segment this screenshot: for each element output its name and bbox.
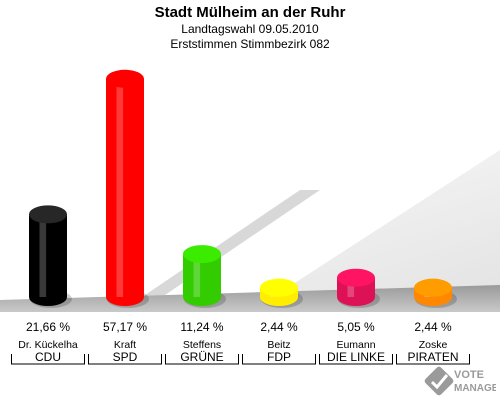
value-label: 11,24 % <box>180 320 223 334</box>
bar-spd <box>106 69 149 308</box>
bar-top <box>414 278 452 297</box>
candidate-label: Dr. Kückelha <box>18 339 78 351</box>
bar-highlight <box>347 277 355 297</box>
bar-highlight <box>116 78 124 297</box>
bar-highlight <box>193 254 201 297</box>
value-label: 57,17 % <box>103 320 147 334</box>
bar-gr-ne <box>183 245 226 308</box>
bar-body <box>29 214 67 306</box>
candidate-label: Zoske <box>419 339 448 351</box>
party-label: FDP <box>267 350 291 364</box>
party-label: PIRATEN <box>407 350 458 364</box>
bar-top <box>29 205 67 224</box>
bar-top <box>183 245 221 264</box>
party-underline <box>165 354 239 365</box>
party-label: GRÜNE <box>180 350 223 364</box>
value-label: 2,44 % <box>260 320 298 334</box>
party-underline <box>242 354 316 365</box>
bar-piraten <box>414 278 457 308</box>
bar-highlight <box>39 214 47 297</box>
chart-subtitle-2: Erststimmen Stimmbezirk 082 <box>170 37 330 51</box>
party-underline <box>88 354 162 365</box>
bar-top <box>106 69 144 88</box>
bar-top <box>260 278 298 297</box>
bar-die-linke <box>337 268 380 308</box>
party-underline <box>396 354 470 365</box>
chart-subtitle: Landtagswahl 09.05.2010 <box>181 22 319 36</box>
party-underline <box>319 354 393 365</box>
candidate-label: Kraft <box>114 339 136 351</box>
bar-top <box>337 268 375 287</box>
candidate-label: Steffens <box>183 339 221 351</box>
svg-text:VOTE: VOTE <box>454 369 484 381</box>
party-label: SPD <box>113 350 138 364</box>
candidate-label: Beitz <box>267 339 290 351</box>
party-label: DIE LINKE <box>327 350 385 364</box>
bars <box>29 69 457 308</box>
value-label: 21,66 % <box>26 320 70 334</box>
chart-title: Stadt Mülheim an der Ruhr <box>154 4 346 21</box>
party-label: CDU <box>35 350 61 364</box>
background-wall <box>0 150 500 312</box>
background-diagonal <box>120 190 320 312</box>
party-underline <box>11 354 85 365</box>
bar-body <box>183 254 221 306</box>
bar-fdp <box>260 278 303 308</box>
svg-text:MANAGER: MANAGER <box>454 383 496 394</box>
bar-body <box>106 78 144 306</box>
vote-manager-logo: VOTE MANAGER <box>424 366 496 396</box>
bar-cdu <box>29 205 72 308</box>
candidate-label: Eumann <box>336 339 375 351</box>
value-label: 5,05 % <box>337 320 375 334</box>
value-label: 2,44 % <box>414 320 452 334</box>
